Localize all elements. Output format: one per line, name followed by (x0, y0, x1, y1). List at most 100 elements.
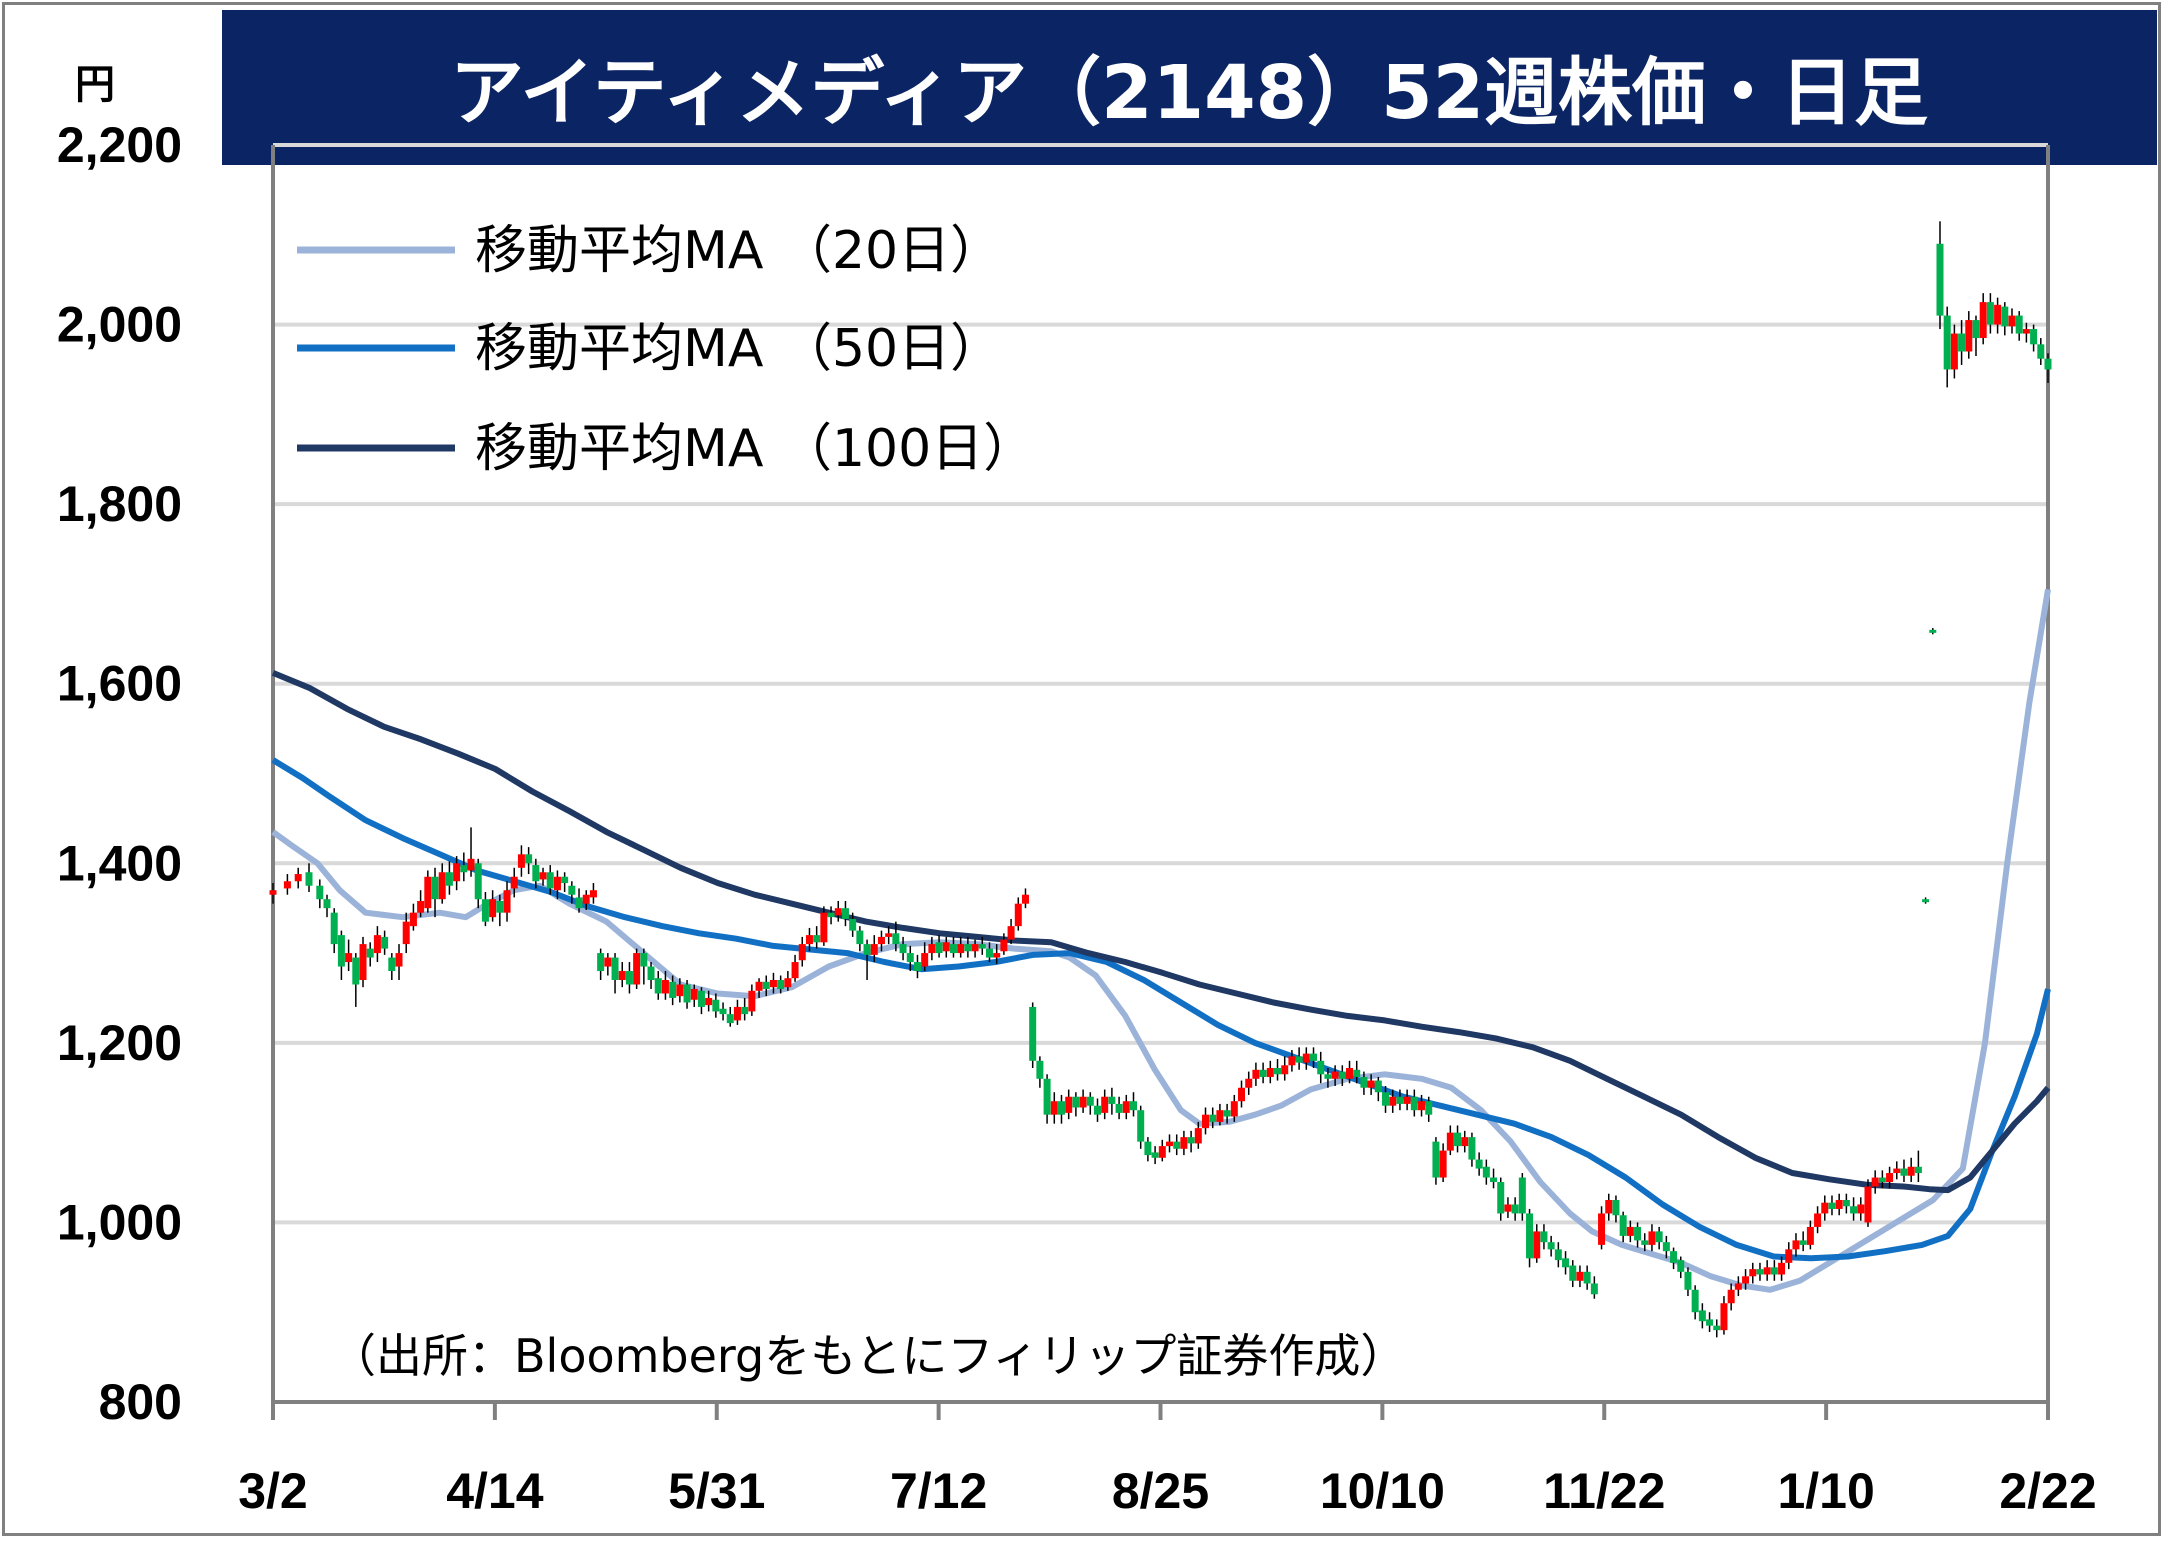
candle (1223, 1103, 1231, 1124)
candle-body (575, 897, 583, 909)
candle (1468, 1132, 1476, 1167)
candle-body (1526, 1213, 1534, 1259)
candle (510, 867, 518, 898)
candle (1814, 1206, 1822, 1234)
candle (661, 971, 669, 1000)
candle (1842, 1193, 1850, 1214)
candle (1454, 1125, 1462, 1153)
grid-lines (273, 143, 2048, 1225)
candle (1072, 1092, 1080, 1117)
candle-body (1425, 1101, 1433, 1115)
candle (489, 890, 497, 922)
candle-body (1900, 1168, 1908, 1176)
candle-body (949, 944, 957, 954)
candle (1439, 1143, 1447, 1183)
candle-body (733, 1006, 741, 1021)
candle (712, 993, 720, 1018)
candle (503, 881, 511, 922)
candle (1634, 1222, 1642, 1248)
candle (424, 870, 432, 913)
candle (777, 975, 785, 994)
candle (1216, 1103, 1224, 1126)
candle (1986, 293, 1994, 334)
candle-body (1382, 1092, 1390, 1106)
candle (1641, 1233, 1649, 1252)
candle-body (1151, 1152, 1159, 1158)
candle (813, 926, 821, 949)
candle (1151, 1146, 1159, 1165)
candle-body (510, 876, 518, 889)
candle (1461, 1130, 1469, 1153)
candle (2015, 311, 2023, 341)
candle-body (359, 944, 367, 981)
candle (1382, 1085, 1390, 1113)
candle (1569, 1260, 1577, 1288)
candle-body (611, 957, 619, 981)
candle (1626, 1220, 1634, 1243)
candle-body (1338, 1071, 1346, 1079)
candle (2022, 322, 2030, 343)
candle (1331, 1065, 1339, 1086)
candle-body (525, 854, 533, 864)
candle (269, 883, 277, 904)
candle-body (1562, 1258, 1570, 1268)
candle (1497, 1177, 1505, 1221)
moving-average-lines (271, 588, 2051, 1293)
candle-body (424, 876, 432, 909)
candle-body (1778, 1262, 1786, 1275)
candle-body (1410, 1096, 1418, 1111)
candle (913, 954, 921, 979)
candle-body (1266, 1067, 1274, 1077)
candle (1778, 1256, 1786, 1281)
candle-body (877, 936, 885, 945)
candle (726, 1006, 734, 1027)
candle (1187, 1130, 1195, 1153)
candle (589, 883, 597, 904)
candle (1554, 1242, 1562, 1268)
candle-body (1871, 1177, 1879, 1187)
candle (283, 874, 291, 895)
candle-body (1396, 1096, 1404, 1104)
candle-body (971, 944, 979, 952)
candle (978, 936, 986, 955)
candle-body (755, 981, 763, 991)
candle-body (1259, 1069, 1267, 1077)
candle (1756, 1262, 1764, 1281)
candle (294, 867, 302, 889)
candle (1115, 1096, 1123, 1120)
candle-body (373, 935, 381, 954)
candle (1238, 1080, 1246, 1108)
candle-body (1317, 1060, 1325, 1075)
candle (1158, 1139, 1166, 1162)
candle-body (1310, 1053, 1318, 1061)
candle (1518, 1173, 1526, 1221)
candle-body (330, 912, 338, 945)
x-tick-labels: 3/2 4/14 5/31 7/12 8/25 10/10 11/22 1/10 2/22 (238, 1463, 2096, 1519)
candle (1770, 1260, 1778, 1281)
candle-body (928, 944, 936, 954)
candle-body (1979, 302, 1987, 339)
candle (1965, 311, 1973, 359)
candle-body (431, 876, 439, 900)
candle-body (625, 971, 633, 985)
candle (1576, 1265, 1584, 1288)
candle (1742, 1269, 1750, 1290)
candle (1562, 1251, 1570, 1275)
candle-body (640, 953, 648, 967)
candle-body (913, 962, 921, 972)
y-tick-label: 2,000 (57, 297, 182, 353)
candle-body (661, 980, 669, 994)
candle (1878, 1170, 1886, 1189)
candle (827, 906, 835, 925)
candle-body (1518, 1177, 1526, 1214)
candle (964, 936, 972, 958)
candle (1194, 1121, 1202, 1149)
candle-body (269, 890, 277, 895)
candle (1936, 221, 1944, 330)
candle-body (366, 948, 374, 958)
candle (1093, 1098, 1101, 1122)
candle-body (1036, 1060, 1044, 1079)
candle-body (597, 953, 605, 972)
candle (460, 852, 468, 882)
candle (1713, 1319, 1721, 1338)
